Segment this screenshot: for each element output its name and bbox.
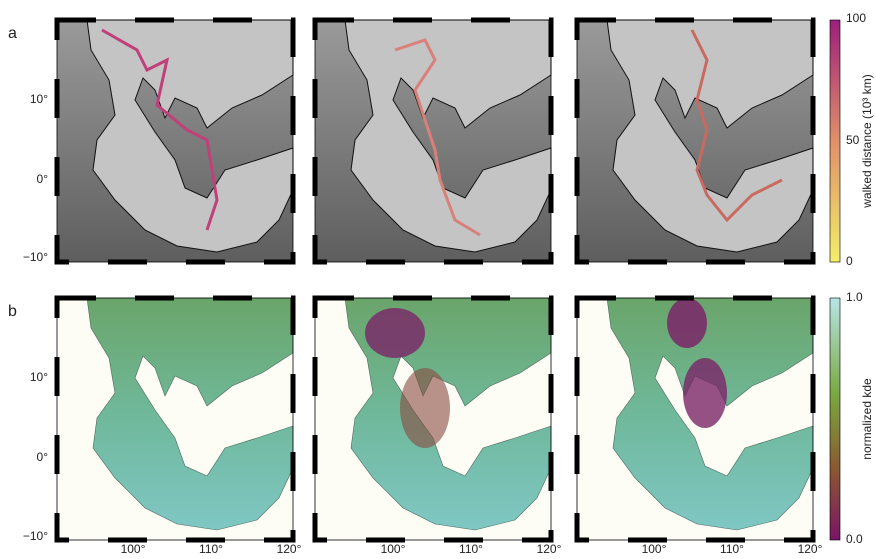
- lat-label: −10°: [23, 250, 48, 264]
- colorbar-tick-label: 50: [846, 133, 860, 147]
- lon-label: 110°: [720, 542, 744, 556]
- colorbar-tick-label: 100: [846, 11, 866, 25]
- lat-label: 0°: [37, 172, 49, 186]
- panel-label: a: [8, 25, 17, 42]
- map-panel: [54, 295, 296, 543]
- map-panel: [574, 295, 816, 543]
- lon-label: 100°: [642, 542, 667, 556]
- lat-label: −10°: [23, 529, 48, 543]
- lat-label: 0°: [37, 450, 49, 464]
- lon-label: 120°: [798, 542, 823, 556]
- lon-label: 120°: [537, 542, 562, 556]
- lon-label: 100°: [121, 542, 146, 556]
- lon-label: 110°: [459, 542, 483, 556]
- lat-label: 10°: [30, 370, 48, 384]
- lon-label: 100°: [381, 542, 406, 556]
- lat-label: 10°: [30, 92, 48, 106]
- lon-label: 120°: [277, 542, 302, 556]
- colorbar-tick-label: 1.0: [846, 290, 863, 304]
- lon-label: 110°: [199, 542, 223, 556]
- map-panel: [312, 17, 554, 265]
- map-panel: [574, 17, 816, 265]
- panel-label: b: [8, 303, 17, 320]
- colorbar-tick-label: 0.0: [846, 532, 863, 546]
- map-panel: [312, 295, 554, 543]
- colorbar: [829, 19, 841, 263]
- colorbar-title: walked distance (10³ km): [860, 74, 874, 208]
- colorbar: [829, 297, 841, 541]
- colorbar-title: normalized kde: [860, 378, 874, 460]
- map-panel: [54, 17, 296, 265]
- colorbar-tick-label: 0: [846, 254, 853, 268]
